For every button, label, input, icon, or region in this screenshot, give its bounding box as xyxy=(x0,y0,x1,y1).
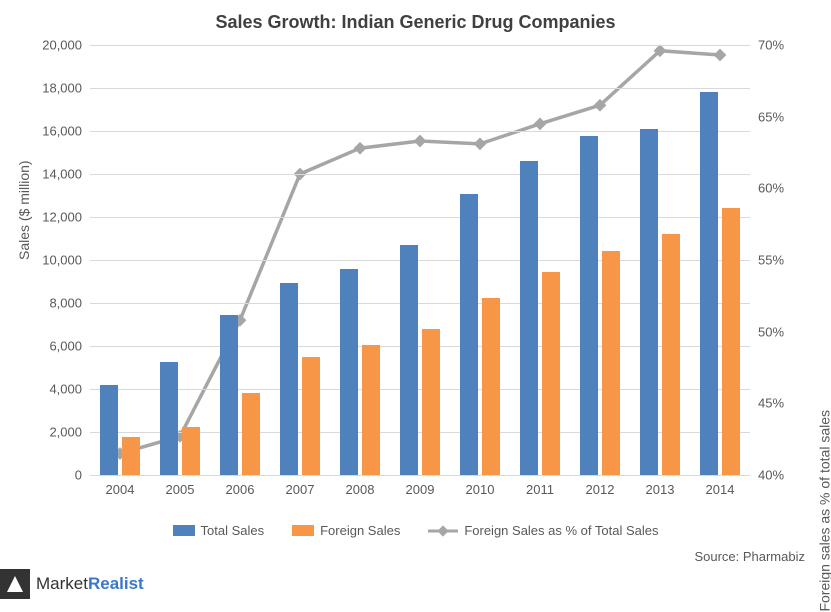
x-tick: 2009 xyxy=(406,482,435,497)
bar-total-sales xyxy=(100,385,118,475)
y2-axis-label: Foreign sales as % of total sales xyxy=(817,410,831,612)
legend-pct: Foreign Sales as % of Total Sales xyxy=(428,523,658,538)
pct-marker xyxy=(414,135,427,148)
bar-total-sales xyxy=(700,92,718,475)
plot-area: 02,0004,0006,0008,00010,00012,00014,0001… xyxy=(90,45,750,475)
legend-label-total: Total Sales xyxy=(201,523,265,538)
x-tick: 2013 xyxy=(646,482,675,497)
bar-foreign-sales xyxy=(482,298,500,475)
logo: Market Realist xyxy=(0,568,144,600)
bar-total-sales xyxy=(460,194,478,475)
bar-foreign-sales xyxy=(722,208,740,475)
bar-foreign-sales xyxy=(662,234,680,475)
y2-tick: 45% xyxy=(758,396,818,411)
source-text: Source: Pharmabiz xyxy=(694,549,805,564)
bar-foreign-sales xyxy=(362,345,380,475)
y1-tick: 18,000 xyxy=(2,81,82,96)
bar-total-sales xyxy=(400,245,418,475)
pct-polyline xyxy=(120,51,720,454)
y1-tick: 12,000 xyxy=(2,210,82,225)
bar-total-sales xyxy=(340,269,358,475)
y1-tick: 6,000 xyxy=(2,339,82,354)
legend-total-sales: Total Sales xyxy=(173,523,265,538)
x-tick: 2010 xyxy=(466,482,495,497)
x-tick: 2005 xyxy=(166,482,195,497)
y1-tick: 14,000 xyxy=(2,167,82,182)
logo-text-2: Realist xyxy=(88,574,144,594)
legend-swatch-line xyxy=(428,525,458,537)
y1-tick: 20,000 xyxy=(2,38,82,53)
bar-total-sales xyxy=(160,362,178,475)
gridline xyxy=(90,475,750,476)
bar-total-sales xyxy=(220,315,238,475)
pct-marker xyxy=(534,117,547,130)
legend-swatch-foreign xyxy=(292,525,314,536)
bar-total-sales xyxy=(640,129,658,475)
bar-total-sales xyxy=(280,283,298,475)
bar-foreign-sales xyxy=(542,272,560,475)
x-tick: 2008 xyxy=(346,482,375,497)
x-tick: 2004 xyxy=(106,482,135,497)
x-tick: 2012 xyxy=(586,482,615,497)
pct-marker xyxy=(474,138,487,151)
y1-tick: 2,000 xyxy=(2,425,82,440)
chart-container: Sales Growth: Indian Generic Drug Compan… xyxy=(0,0,831,600)
pct-marker xyxy=(354,142,367,155)
legend: Total Sales Foreign Sales Foreign Sales … xyxy=(0,523,831,538)
logo-text-1: Market xyxy=(36,574,88,594)
y1-tick: 4,000 xyxy=(2,382,82,397)
x-tick: 2011 xyxy=(526,482,554,497)
bar-foreign-sales xyxy=(182,427,200,475)
bar-total-sales xyxy=(580,136,598,475)
bar-total-sales xyxy=(520,161,538,475)
y2-tick: 65% xyxy=(758,109,818,124)
bar-foreign-sales xyxy=(122,437,140,475)
bar-foreign-sales xyxy=(302,357,320,475)
chart-title: Sales Growth: Indian Generic Drug Compan… xyxy=(0,12,831,33)
y2-tick: 50% xyxy=(758,324,818,339)
bar-foreign-sales xyxy=(602,251,620,475)
x-tick: 2007 xyxy=(286,482,315,497)
y2-tick: 40% xyxy=(758,468,818,483)
x-tick: 2014 xyxy=(706,482,735,497)
y2-tick: 60% xyxy=(758,181,818,196)
y1-tick: 0 xyxy=(2,468,82,483)
legend-label-pct: Foreign Sales as % of Total Sales xyxy=(464,523,658,538)
x-tick: 2006 xyxy=(226,482,255,497)
legend-swatch-total xyxy=(173,525,195,536)
y2-tick: 70% xyxy=(758,38,818,53)
bar-foreign-sales xyxy=(242,393,260,475)
legend-foreign-sales: Foreign Sales xyxy=(292,523,400,538)
bar-foreign-sales xyxy=(422,329,440,475)
gridline xyxy=(90,45,750,46)
gridline xyxy=(90,88,750,89)
legend-label-foreign: Foreign Sales xyxy=(320,523,400,538)
y2-tick: 55% xyxy=(758,253,818,268)
pct-marker xyxy=(714,49,727,62)
y1-tick: 10,000 xyxy=(2,253,82,268)
y1-tick: 8,000 xyxy=(2,296,82,311)
logo-mark-icon xyxy=(0,569,30,599)
y1-tick: 16,000 xyxy=(2,124,82,139)
